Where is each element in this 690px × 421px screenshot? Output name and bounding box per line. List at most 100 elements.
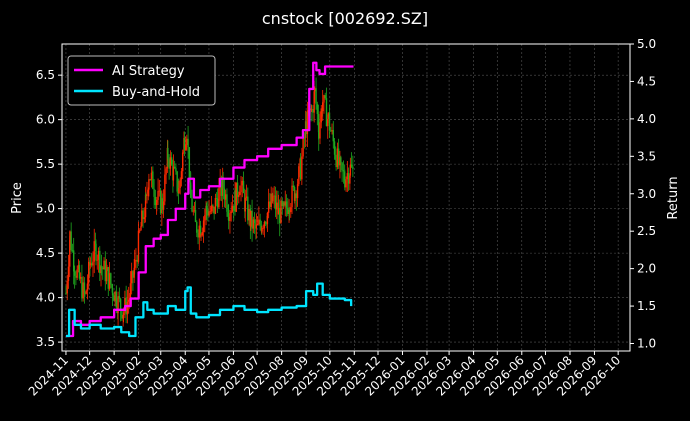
price-candle	[258, 219, 260, 225]
price-candle	[331, 130, 333, 132]
price-candle	[315, 88, 317, 105]
price-candle	[252, 219, 255, 229]
price-candle	[85, 290, 87, 294]
y-axis-label-left: Price	[10, 182, 25, 214]
price-candle	[303, 137, 306, 139]
price-candle	[340, 157, 342, 163]
price-candle	[291, 185, 293, 208]
legend-label-ai-strategy: AI Strategy	[112, 64, 185, 79]
y-tick-label-right: 4.5	[637, 74, 656, 88]
price-candle	[121, 309, 123, 319]
price-candle	[316, 104, 319, 115]
price-candle	[168, 159, 170, 169]
price-candle	[140, 226, 142, 231]
price-candle	[344, 181, 346, 188]
price-candle	[130, 271, 133, 284]
price-candle	[197, 232, 199, 238]
price-candle	[224, 194, 227, 200]
price-candle	[170, 157, 173, 165]
price-candle	[294, 193, 296, 201]
price-candle	[196, 221, 198, 233]
price-candle	[347, 173, 350, 184]
price-candle	[117, 296, 119, 314]
price-candle	[77, 265, 80, 270]
price-candle	[205, 205, 207, 216]
price-candle	[216, 198, 219, 208]
price-candle	[148, 179, 150, 190]
price-candle	[335, 159, 337, 168]
y-axis-label-right: Return	[666, 176, 681, 219]
price-candle	[240, 185, 242, 193]
price-candle	[94, 241, 97, 244]
price-candle	[305, 121, 307, 135]
price-candle	[81, 277, 83, 299]
price-candle	[135, 259, 137, 261]
price-candle	[352, 166, 354, 169]
price-candle	[100, 266, 103, 268]
price-candle	[269, 201, 271, 207]
price-candle	[110, 273, 112, 285]
price-candle	[212, 206, 214, 208]
price-candle	[122, 312, 125, 316]
price-candle	[319, 122, 321, 139]
price-candle	[126, 301, 129, 315]
price-candle	[330, 130, 332, 132]
price-candle	[66, 281, 68, 294]
price-candle	[93, 241, 95, 262]
price-candle	[204, 215, 206, 221]
price-candle	[118, 296, 121, 299]
price-candle	[339, 157, 341, 166]
y-tick-label-right: 4.0	[637, 112, 656, 126]
price-candle	[253, 219, 256, 223]
price-candle	[143, 217, 146, 220]
price-candle	[175, 168, 177, 172]
legend: AI Strategy Buy-and-Hold	[67, 55, 216, 106]
price-candle	[128, 299, 130, 301]
price-candle	[208, 211, 210, 216]
price-candle	[313, 91, 315, 113]
price-candle	[176, 171, 178, 192]
price-candle	[104, 260, 106, 282]
price-candle	[106, 267, 108, 271]
price-candle	[172, 166, 175, 181]
price-candle	[231, 205, 234, 212]
price-candle	[207, 209, 209, 216]
price-candle	[280, 201, 282, 224]
price-candle	[332, 130, 334, 142]
price-candle	[205, 205, 208, 210]
price-candle	[325, 98, 328, 127]
price-candle	[328, 113, 331, 131]
price-candle	[202, 220, 205, 233]
price-candle	[102, 267, 104, 270]
price-candle	[95, 243, 97, 261]
price-candle	[342, 170, 345, 172]
price-candle	[266, 223, 268, 225]
chart-title: cnstock [002692.SZ]	[262, 9, 428, 28]
price-candle	[349, 164, 352, 176]
price-candle	[235, 182, 237, 212]
price-candle	[99, 250, 101, 274]
price-candle	[314, 88, 316, 92]
price-candle	[69, 231, 71, 240]
price-candle	[273, 195, 275, 197]
price-candle	[105, 270, 108, 282]
price-candle	[103, 260, 105, 270]
price-candle	[162, 201, 165, 210]
price-candle	[283, 202, 285, 206]
price-candle	[238, 194, 240, 198]
y-tick-label-left: 6.0	[36, 113, 55, 127]
price-candle	[247, 196, 249, 221]
price-candle	[190, 184, 192, 198]
price-candle	[127, 299, 130, 302]
price-candle	[341, 162, 343, 171]
price-candle	[149, 179, 151, 181]
price-candles	[65, 77, 354, 327]
price-candle	[229, 213, 231, 221]
right-axis: 1.0 1.5 2.0 2.5 3.0 3.5 4.0 4.5 5.0	[630, 37, 656, 351]
price-candle	[169, 157, 172, 169]
price-candle	[306, 110, 309, 135]
y-tick-label-left: 5.0	[36, 202, 55, 216]
price-candle	[91, 263, 93, 266]
price-candle	[349, 175, 351, 184]
left-axis: 3.5 4.0 4.5 5.0 5.5 6.0 6.5	[36, 68, 62, 349]
